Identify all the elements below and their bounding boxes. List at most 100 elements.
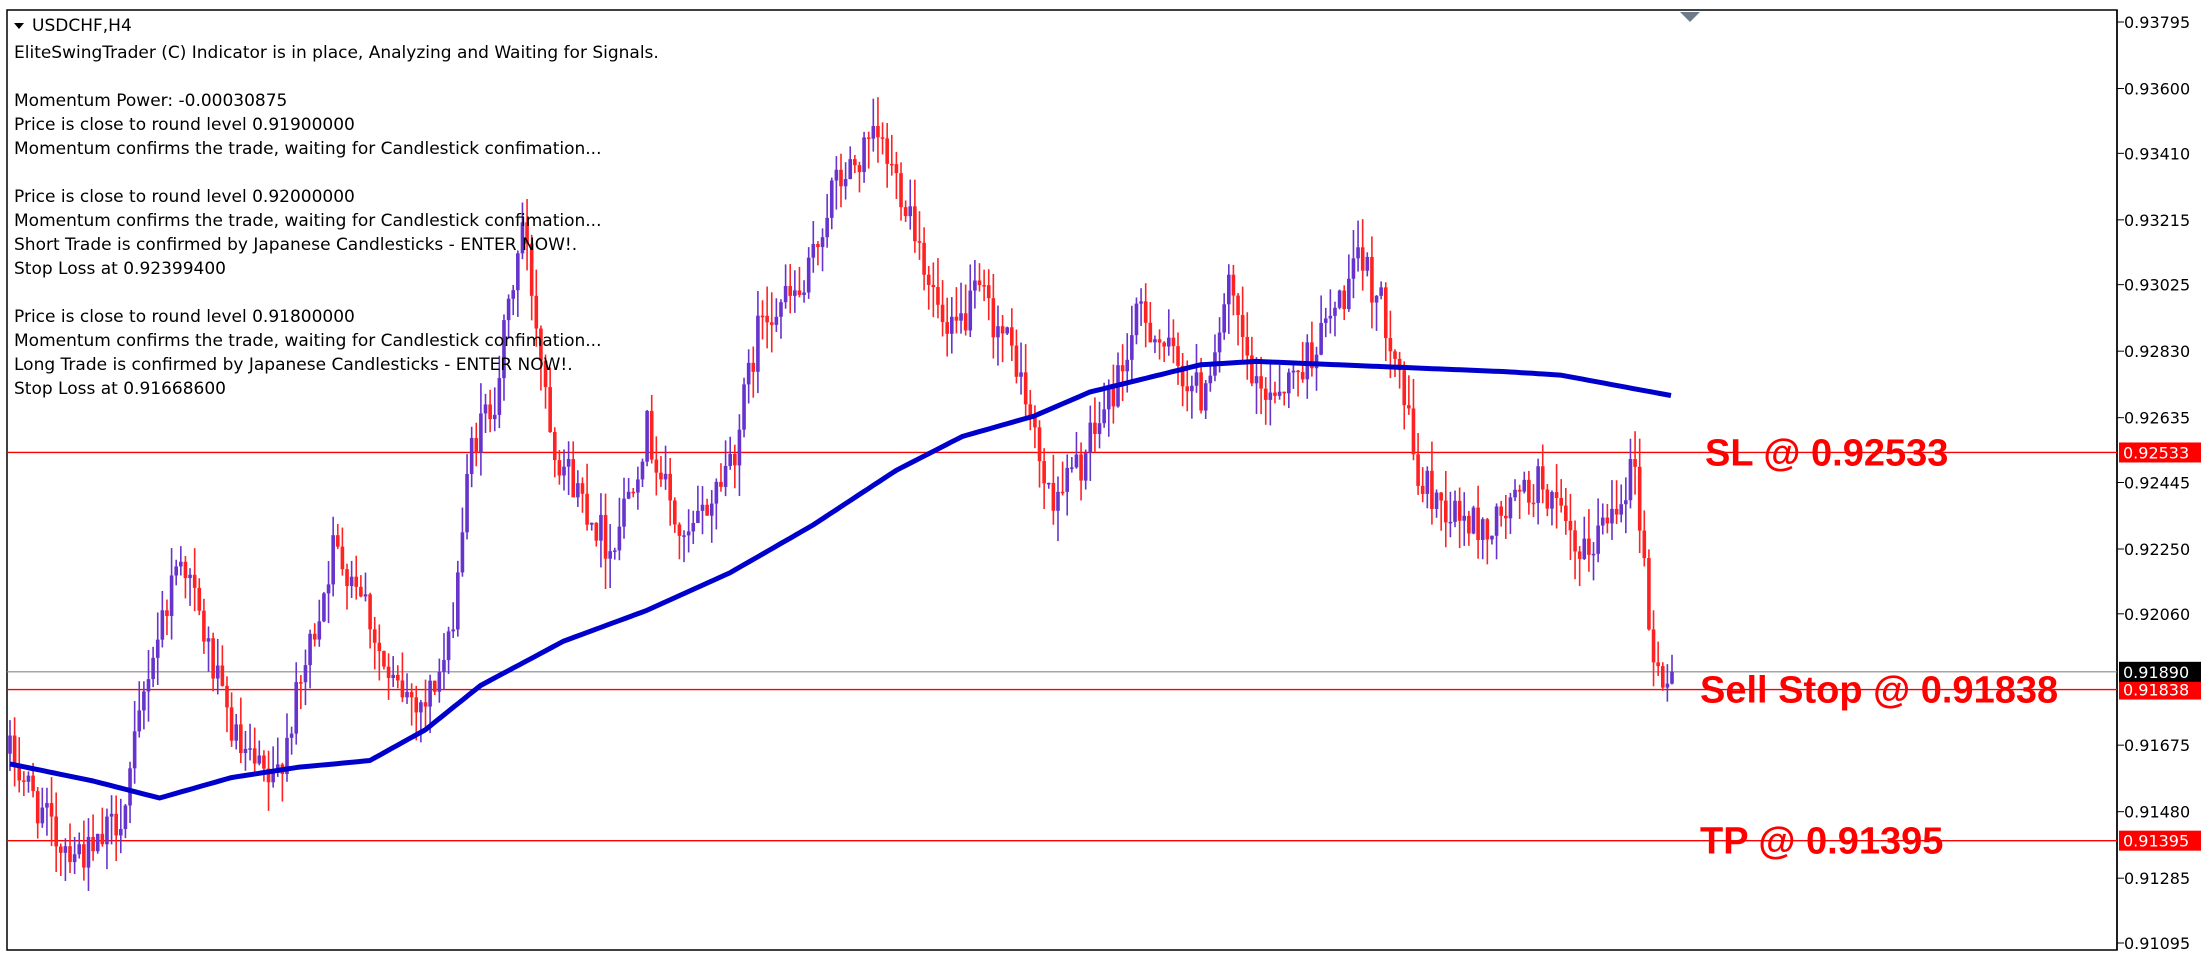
candle-body: [119, 829, 123, 836]
candle-body: [1407, 405, 1411, 409]
level-price-tag: [2119, 830, 2201, 851]
candle-body: [1106, 387, 1111, 410]
candle-body: [696, 510, 700, 523]
symbol-dropdown-icon[interactable]: [14, 23, 24, 29]
level-label: SL @ 0.92533: [1705, 432, 1948, 474]
candle-body: [155, 639, 160, 658]
candle-body: [1670, 671, 1674, 684]
candle-body: [1651, 629, 1656, 663]
candle-body: [437, 671, 442, 692]
candle-body: [793, 290, 797, 296]
candle-body: [271, 772, 275, 783]
candle-body: [649, 410, 654, 460]
candle-body: [1083, 453, 1088, 481]
candle-body: [1222, 304, 1226, 333]
chart-shift-marker-icon[interactable]: [1680, 12, 1700, 22]
candle-body: [1203, 383, 1208, 411]
candle-body: [705, 504, 709, 516]
candle-body: [737, 429, 742, 466]
candle-body: [885, 138, 889, 164]
candle-body: [700, 504, 705, 511]
candle-body: [497, 378, 502, 415]
candle-body: [1347, 278, 1351, 310]
candle-body: [622, 498, 626, 527]
info-line: Momentum confirms the trade, waiting for…: [14, 139, 601, 159]
candle-body: [359, 586, 363, 597]
candle-body: [534, 295, 539, 329]
candle-body: [331, 535, 335, 585]
info-line: Price is close to round level 0.91800000: [14, 307, 355, 327]
candle-body: [502, 320, 506, 379]
candle-body: [562, 466, 566, 476]
candle-body: [516, 253, 520, 291]
candle-body: [663, 473, 668, 480]
candle-body: [479, 413, 483, 453]
candle-body: [1125, 359, 1130, 372]
candle-body: [1430, 470, 1434, 510]
candle-body: [1402, 370, 1407, 406]
candle-body: [1190, 385, 1194, 392]
candle-body: [1490, 535, 1494, 540]
candle-body: [968, 290, 973, 331]
candle-body: [1014, 345, 1019, 377]
candle-body: [1508, 497, 1513, 519]
candle-body: [1070, 467, 1074, 469]
candle-body: [1250, 355, 1254, 384]
candle-body: [1504, 515, 1508, 519]
y-tick-label: 0.92445: [2124, 474, 2190, 493]
candle-body: [774, 316, 779, 325]
level-price-tag: [2119, 442, 2201, 463]
candle-body: [557, 460, 562, 476]
candle-body: [1660, 666, 1665, 688]
candle-body: [1079, 454, 1083, 481]
candle-body: [1305, 342, 1310, 380]
candle-body: [354, 576, 359, 587]
candle-body: [220, 665, 225, 686]
candle-body: [940, 304, 945, 323]
candle-body: [1351, 258, 1356, 279]
candle-body: [1610, 508, 1614, 524]
candle-body: [409, 692, 414, 698]
candle-body: [396, 674, 400, 681]
candle-body: [1051, 482, 1056, 511]
candle-body: [132, 731, 137, 769]
candle-body: [1046, 482, 1051, 485]
candle-body: [1005, 327, 1009, 334]
candle-body: [123, 805, 128, 830]
info-line: Price is close to round level 0.92000000: [14, 187, 355, 207]
candle-body: [529, 243, 534, 296]
candle-body: [1323, 318, 1328, 323]
candle-body: [1545, 489, 1550, 509]
y-tick-label: 0.91285: [2124, 869, 2190, 888]
y-axis: 0.93795 0.93600 0.93410 0.93215 0.93025 0.928…: [2117, 13, 2190, 953]
candle-body: [539, 328, 543, 361]
candle-body: [1434, 492, 1439, 510]
candle-body: [40, 807, 45, 824]
candle-body: [446, 631, 451, 661]
candle-body: [372, 629, 377, 643]
candle-body: [682, 535, 686, 537]
candle-body: [728, 453, 732, 466]
candle-body: [1300, 372, 1305, 380]
indicator-info-block: EliteSwingTrader (C) Indicator is in pla…: [14, 43, 659, 399]
candle-body: [1019, 372, 1023, 377]
candle-body: [811, 244, 816, 258]
candle-body: [1383, 287, 1388, 339]
moving-average-line: [9, 358, 1672, 801]
candle-body: [382, 651, 386, 667]
candle-body: [1291, 370, 1296, 373]
candle-body: [109, 813, 114, 817]
candle-body: [165, 610, 169, 616]
candle-body: [866, 137, 871, 139]
candle-body: [654, 459, 659, 473]
y-tick-label: 0.91480: [2124, 803, 2190, 822]
candle-body: [1088, 422, 1093, 454]
candle-body: [626, 491, 631, 499]
candle-body: [17, 767, 22, 781]
candle-body: [525, 222, 529, 244]
candle-body: [414, 697, 419, 713]
candle-body: [931, 284, 936, 288]
candle-body: [1517, 489, 1522, 492]
candle-body: [1217, 332, 1222, 353]
candle-body: [299, 682, 303, 684]
